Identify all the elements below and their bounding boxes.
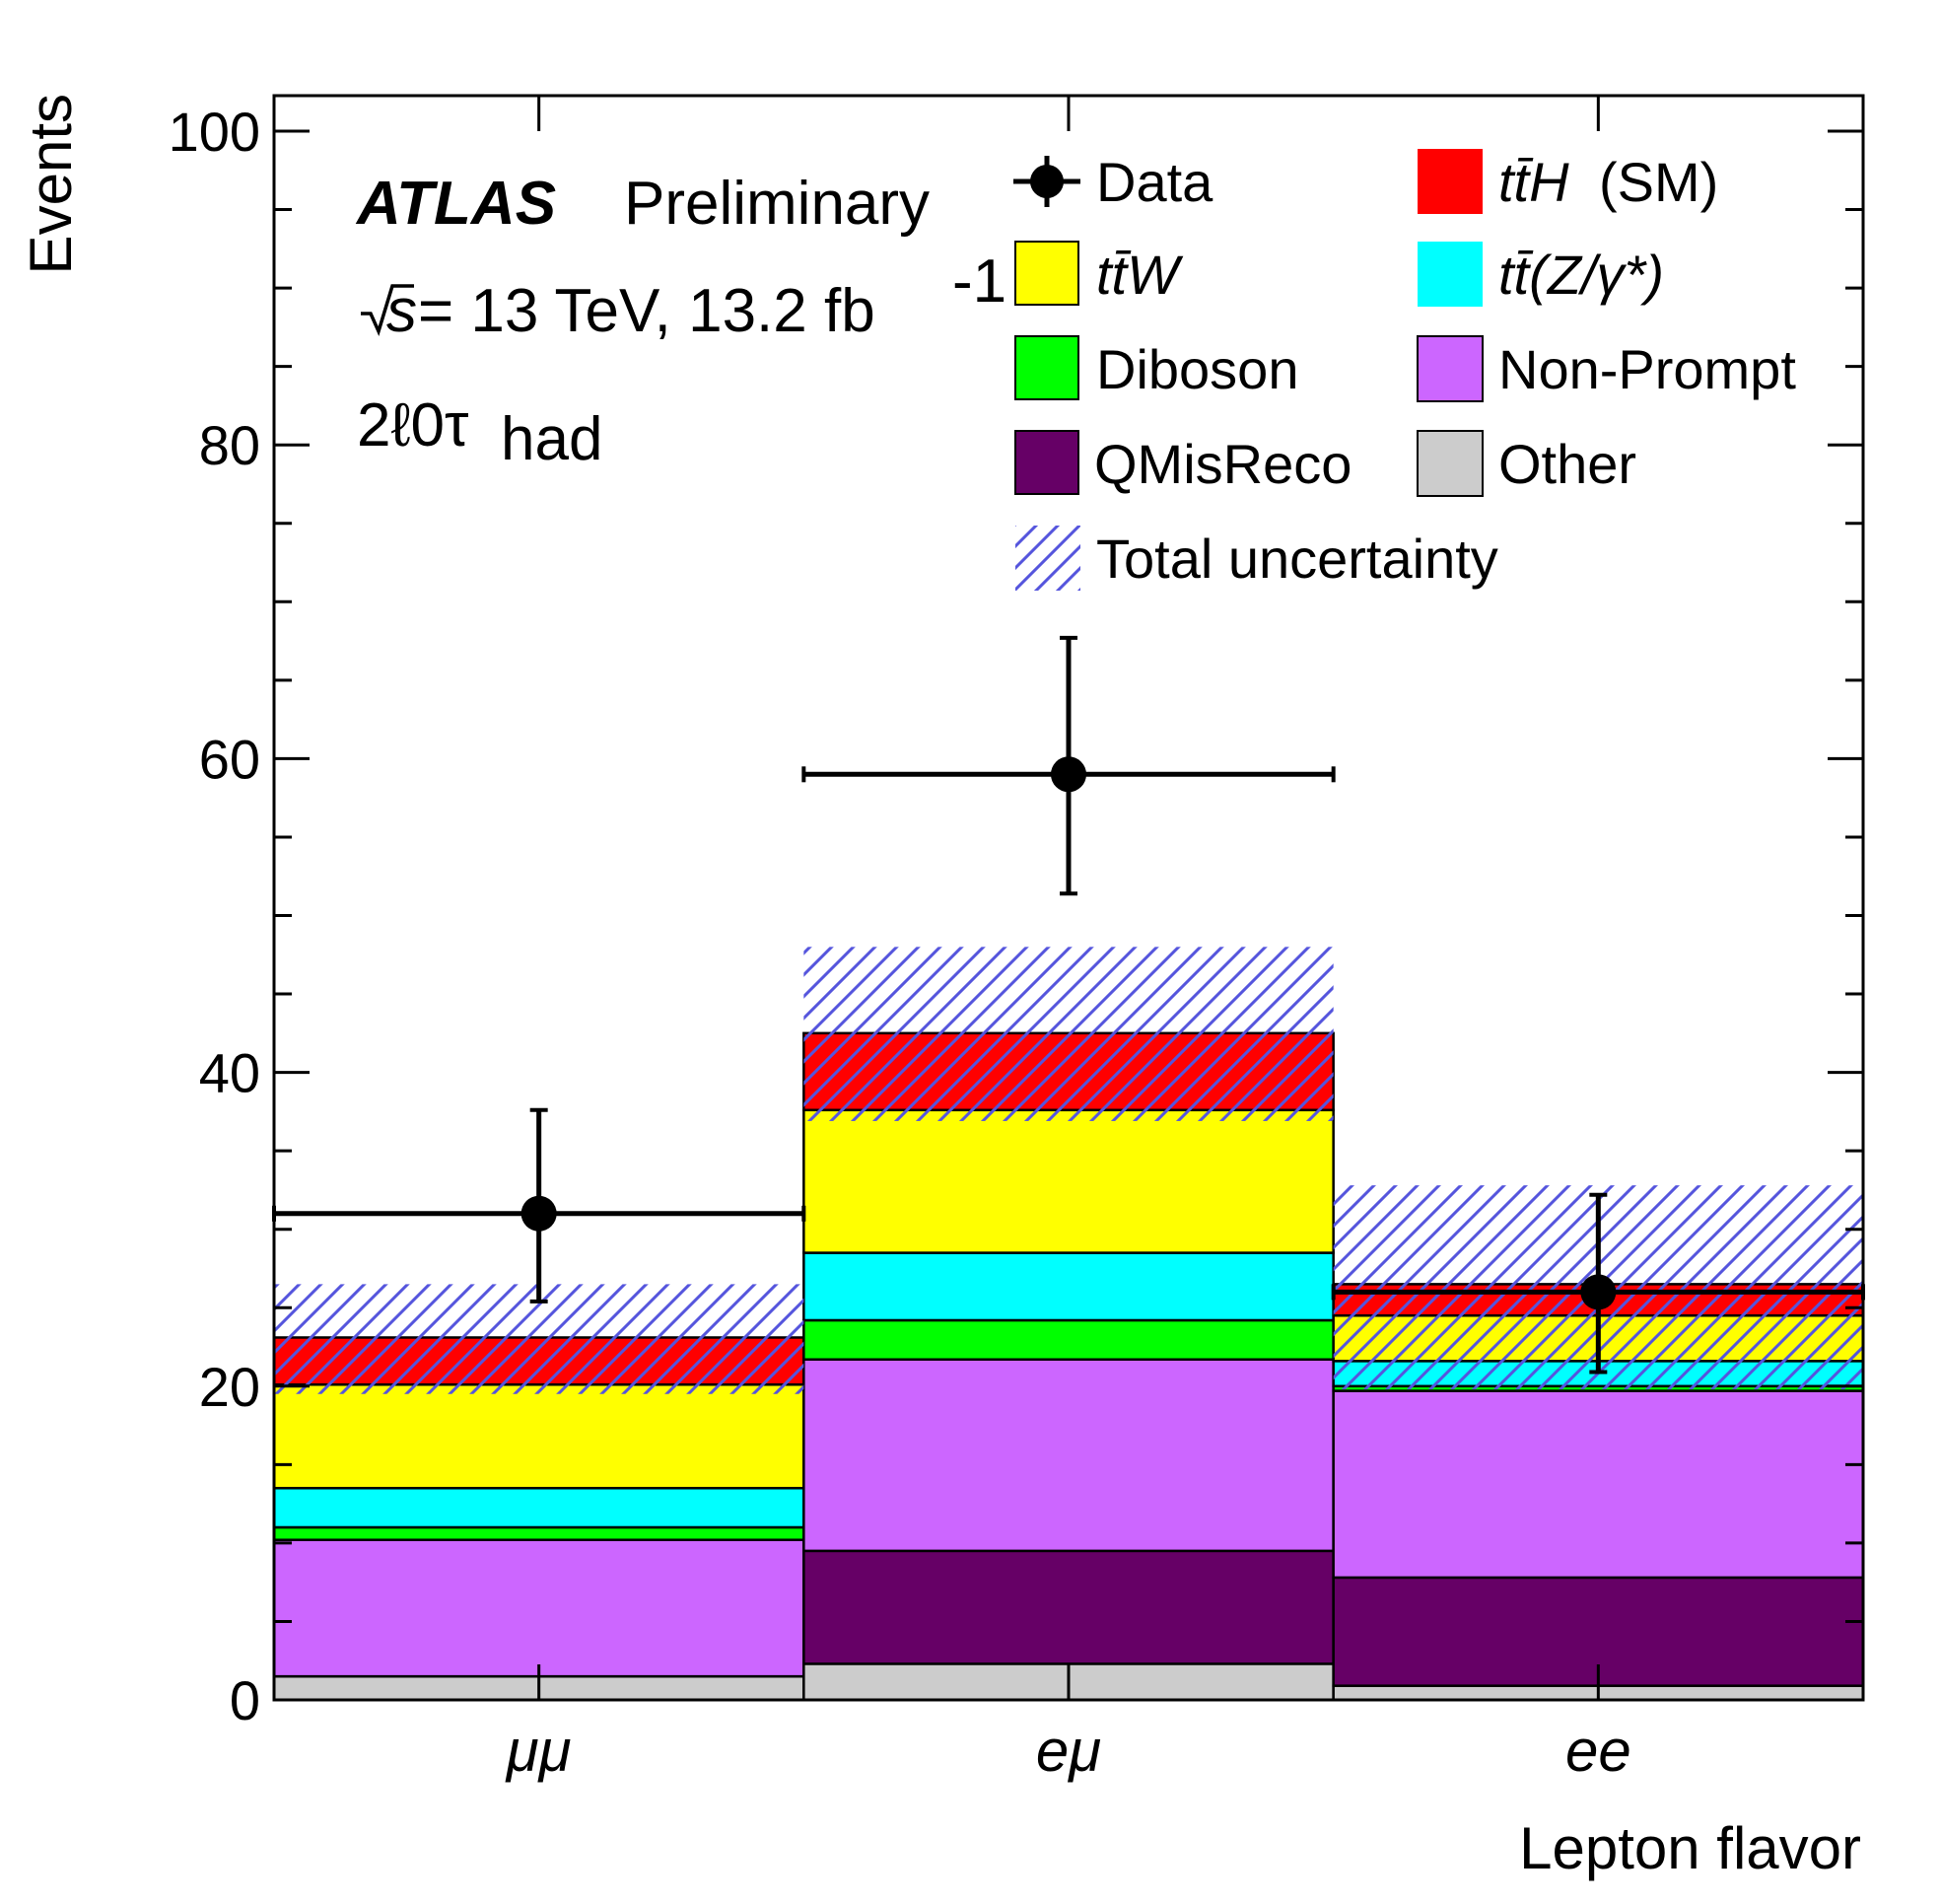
svg-text:-1: -1: [952, 247, 1006, 316]
atlas-label: ATLAS: [355, 170, 556, 238]
legend-other-swatch: [1417, 430, 1484, 497]
legend-nonprompt-swatch: [1417, 335, 1484, 402]
legend-ttz-label: tt̄(Z/γ*): [1498, 244, 1664, 306]
legend-diboson-swatch: [1014, 335, 1079, 400]
legend-uncertainty-label: Total uncertainty: [1096, 528, 1498, 590]
legend-ttw-label: tt̄W: [1096, 244, 1184, 306]
svg-text:tt̄H: tt̄H: [1498, 151, 1569, 213]
bar-ttz-0: [272, 1486, 805, 1529]
legend-nonprompt-label: Non-Prompt: [1498, 338, 1796, 400]
legend-other-label: Other: [1498, 433, 1636, 495]
y-tick-label-80: 80: [199, 414, 260, 476]
x-axis-title: Lepton flavor: [1519, 1815, 1861, 1881]
data-marker-1: [1051, 756, 1086, 793]
svg-text:= 13 TeV, 13.2 fb: = 13 TeV, 13.2 fb: [418, 277, 875, 345]
legend-tth-label: tt̄H (SM): [1498, 151, 1718, 213]
data-point-1: [801, 635, 1336, 896]
svg-text:(SM): (SM): [1599, 151, 1718, 213]
svg-text:had: had: [501, 405, 602, 473]
x-category-label-0: μμ: [505, 1718, 572, 1784]
bar-nonprompt-0: [272, 1538, 805, 1678]
bar-diboson-1: [802, 1318, 1335, 1362]
legend-ttz-swatch: [1418, 242, 1483, 307]
legend-uncertainty-swatch: [1015, 526, 1080, 591]
bar-ttw-1: [802, 1108, 1335, 1254]
legend-qmisreco-label: QMisReco: [1094, 433, 1352, 495]
data-marker-2: [1580, 1274, 1617, 1310]
y-tick-label-60: 60: [199, 728, 260, 790]
data-point-0: [272, 1107, 806, 1304]
legend: Data tt̄H (SM) tt̄W tt̄(Z/γ*) Diboson No…: [1013, 149, 1796, 591]
data-layer: [272, 635, 1865, 1375]
preliminary-label: Preliminary: [624, 170, 930, 238]
data-point-2: [1331, 1192, 1865, 1375]
legend-diboson-label: Diboson: [1096, 338, 1298, 400]
legend-qmisreco-swatch: [1014, 430, 1079, 495]
bar-qmisreco-1: [802, 1549, 1335, 1665]
y-tick-label-20: 20: [199, 1356, 260, 1418]
svg-text:2ℓ0τ: 2ℓ0τ: [357, 391, 469, 459]
bar-nonprompt-1: [802, 1358, 1335, 1553]
sqrt-symbol: [361, 284, 414, 337]
legend-tth-swatch: [1418, 149, 1483, 214]
svg-text:s: s: [386, 277, 417, 345]
legend-data-label: Data: [1096, 151, 1213, 213]
axis-layer: 0 20 40 60 80 100 μμ eμ ee: [169, 96, 1863, 1784]
y-axis-title: Events: [18, 94, 84, 274]
uncertainty-band-1: [803, 947, 1334, 1121]
bar-diboson-0: [272, 1525, 805, 1541]
x-category-label-1: eμ: [1036, 1718, 1101, 1784]
x-category-label-2: ee: [1565, 1718, 1631, 1784]
bar-ttz-1: [802, 1251, 1335, 1322]
y-tick-label-40: 40: [199, 1042, 260, 1104]
bar-ttw-0: [272, 1382, 805, 1490]
energy-lumi-label: s = 13 TeV, 13.2 fb -1: [361, 247, 1006, 345]
data-marker-0: [520, 1195, 557, 1232]
y-tick-label-0: 0: [230, 1669, 260, 1731]
y-tick-label-100: 100: [169, 101, 260, 163]
legend-data-marker: [1013, 156, 1080, 207]
plot-frame: [272, 94, 1865, 1702]
legend-ttw-swatch: [1014, 241, 1079, 306]
bar-nonprompt-2: [1332, 1389, 1865, 1580]
channel-label: 2ℓ0τ had: [357, 391, 602, 473]
